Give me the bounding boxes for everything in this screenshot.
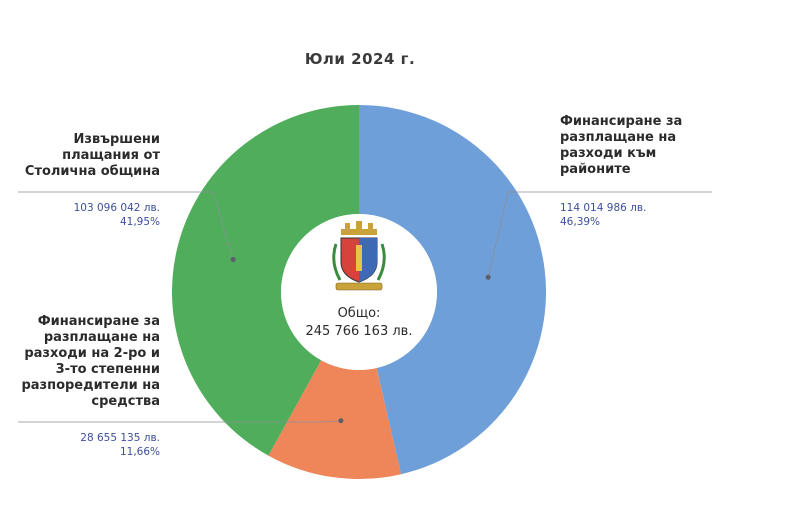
slice-secondary-spenders [268, 360, 402, 479]
leader-line-secondary-spenders [18, 420, 341, 423]
center-total: Общо: 245 766 163 лв. [289, 305, 429, 341]
leader-line-districts [487, 191, 712, 278]
slice-districts [359, 105, 547, 475]
coat-of-arms-icon [332, 221, 386, 291]
chart-title: Юли 2024 г. [304, 50, 416, 68]
leader-line-municipality [18, 191, 234, 260]
legend-label-districts: Финансиране за разплащане на разходи към… [560, 114, 683, 177]
slice-municipality [172, 105, 359, 456]
center-total-label: Общо: [337, 306, 381, 321]
value-label-municipality: 103 096 042 лв. 41,95% [73, 202, 160, 228]
value-label-secondary-spenders: 28 655 135 лв. 11,66% [80, 432, 160, 458]
legend-label-municipality: Извършени плащания от Столична община [24, 132, 160, 179]
leader-line-districts-dot [485, 274, 491, 280]
leader-line-secondary-spenders-dot [338, 418, 344, 424]
legend-label-secondary-spenders: Финансиране за разплащане на разходи на … [21, 314, 160, 409]
leader-line-municipality-dot [230, 256, 236, 262]
donut-hole [281, 214, 437, 370]
value-label-districts: 114 014 986 лв. 46,39% [560, 202, 647, 228]
center-total-value: 245 766 163 лв. [305, 324, 413, 339]
